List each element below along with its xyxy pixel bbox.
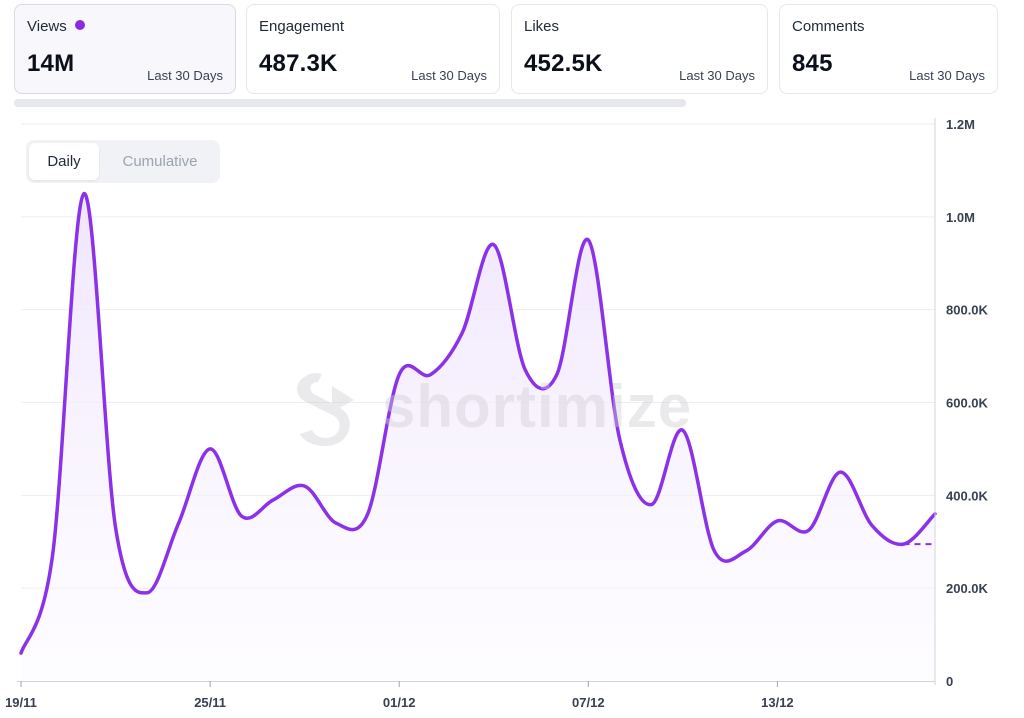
data-point (555, 373, 559, 377)
series-line (19, 191, 937, 655)
data-point (586, 238, 590, 242)
data-point (775, 519, 779, 523)
data-point (807, 528, 811, 532)
data-point (523, 368, 527, 372)
data-point (870, 524, 874, 528)
data-point (681, 428, 685, 432)
daily-toggle-option[interactable]: Daily (29, 143, 99, 180)
cumulative-toggle-option[interactable]: Cumulative (122, 153, 198, 170)
y-tick-label: 200.0K (946, 581, 989, 596)
horizontal-scrollbar[interactable] (14, 99, 686, 107)
y-axis-tick-labels: 0 200.0K 400.0K 600.0K 800.0K 1.0M 1.2M (946, 117, 989, 689)
data-point (51, 554, 55, 558)
comments-card-period: Last 30 Days (909, 68, 985, 83)
engagement-card-period: Last 30 Days (411, 68, 487, 83)
data-point (334, 521, 338, 525)
y-tick-label: 1.2M (946, 117, 975, 132)
views-card-period: Last 30 Days (147, 68, 223, 83)
likes-card-label: Likes (524, 18, 560, 35)
y-tick-label: 0 (946, 674, 953, 689)
y-tick-label: 1.0M (946, 210, 975, 225)
data-point (649, 503, 653, 507)
y-tick-label: 600.0K (946, 396, 989, 411)
series-area (21, 193, 935, 681)
axes (17, 118, 936, 685)
y-tick-label: 400.0K (946, 488, 989, 503)
comments-card[interactable]: Comments 845 Last 30 Days (779, 4, 998, 94)
data-point (145, 591, 149, 595)
data-point (177, 521, 181, 525)
x-tick-label: 13/12 (761, 695, 794, 710)
data-point (618, 438, 622, 442)
data-point (114, 526, 118, 530)
area-fill (21, 193, 935, 681)
data-point (712, 549, 716, 553)
view-mode-toggle: Daily Cumulative (26, 140, 220, 183)
views-chart: 0 200.0K 400.0K 600.0K 800.0K 1.0M 1.2M 19/11 2… (0, 112, 1024, 718)
data-point (19, 651, 23, 655)
data-point (744, 549, 748, 553)
likes-card-value: 452.5K (524, 50, 603, 77)
views-chart-svg: 0 200.0K 400.0K 600.0K 800.0K 1.0M 1.2M 19/11 2… (5, 117, 989, 710)
views-label-text: Views (27, 18, 67, 35)
data-point (838, 470, 842, 474)
data-point (82, 192, 86, 196)
views-card[interactable]: Views 14M Last 30 Days (14, 4, 236, 94)
views-card-value: 14M (27, 50, 75, 77)
data-point (271, 498, 275, 502)
likes-card-period: Last 30 Days (679, 68, 755, 83)
x-tick-label: 25/11 (194, 695, 226, 710)
engagement-card-label: Engagement (259, 18, 345, 35)
data-point (366, 512, 370, 516)
x-tick-label: 07/12 (572, 695, 605, 710)
engagement-card-value: 487.3K (259, 50, 338, 77)
x-tick-label: 19/11 (5, 695, 37, 710)
data-point (460, 331, 464, 335)
views-card-label: Views (27, 18, 85, 35)
data-point (397, 373, 401, 377)
selected-indicator-dot (74, 20, 85, 30)
data-point (303, 484, 307, 488)
x-axis-tick-labels: 19/11 25/11 01/12 07/12 13/12 (5, 681, 794, 710)
comments-card-value: 845 (792, 50, 833, 77)
engagement-card[interactable]: Engagement 487.3K Last 30 Days (246, 4, 500, 94)
data-point (208, 447, 212, 451)
metric-cards: Views 14M Last 30 Days Engagement 487.3K… (14, 4, 1000, 96)
series-line-path (19, 191, 937, 655)
data-point (240, 514, 244, 518)
likes-card[interactable]: Likes 452.5K Last 30 Days (511, 4, 768, 94)
x-tick-label: 01/12 (383, 695, 416, 710)
comments-card-label: Comments (792, 18, 865, 35)
data-point (429, 373, 433, 377)
data-point (492, 243, 496, 247)
y-tick-label: 800.0K (946, 303, 989, 318)
